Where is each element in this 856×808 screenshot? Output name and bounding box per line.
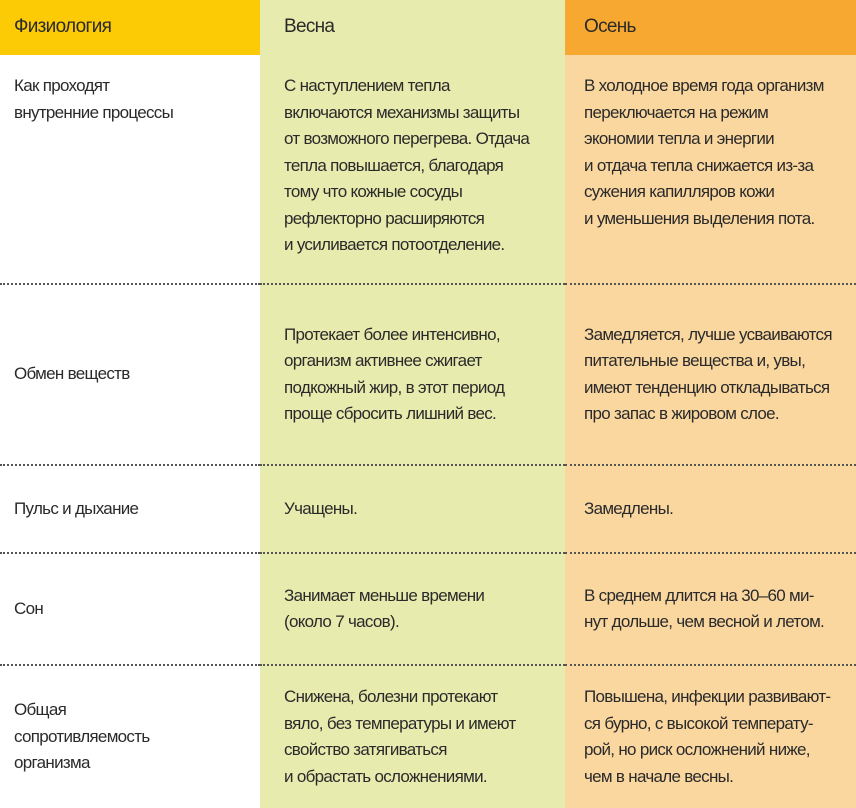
table-row: Обмен веществ Протекает более интенсивно…: [0, 284, 856, 465]
table-row: Сон Занимает меньше времени (около 7 час…: [0, 553, 856, 665]
autumn-cell: Повышена, инфекции развивают- ся бурно, …: [565, 665, 856, 808]
autumn-cell: В холодное время года организм переключа…: [565, 55, 856, 284]
header-spring: Весна: [260, 0, 565, 55]
table-row: Пульс и дыхание Учащены. Замедлены.: [0, 465, 856, 553]
spring-cell: Снижена, болезни протекают вяло, без тем…: [260, 665, 565, 808]
autumn-cell: В среднем длится на 30–60 ми- нут дольше…: [565, 553, 856, 665]
row-label: Как проходят внутренние процессы: [0, 55, 260, 284]
autumn-cell: Замедлены.: [565, 465, 856, 553]
row-label: Пульс и дыхание: [0, 465, 260, 553]
spring-cell: С наступлением тепла включаются механизм…: [260, 55, 565, 284]
row-label: Сон: [0, 553, 260, 665]
spring-cell: Протекает более интенсивно, организм акт…: [260, 284, 565, 465]
autumn-cell: Замедляется, лучше усваиваются питательн…: [565, 284, 856, 465]
table-row: Как проходят внутренние процессы С насту…: [0, 55, 856, 284]
header-autumn: Осень: [565, 0, 856, 55]
table-row: Общая сопротивляемость организма Снижена…: [0, 665, 856, 808]
header-physiology: Физиология: [0, 0, 260, 55]
header-row: Физиология Весна Осень: [0, 0, 856, 55]
spring-cell: Занимает меньше времени (около 7 часов).: [260, 553, 565, 665]
row-label: Обмен веществ: [0, 284, 260, 465]
spring-cell: Учащены.: [260, 465, 565, 553]
row-label: Общая сопротивляемость организма: [0, 665, 260, 808]
